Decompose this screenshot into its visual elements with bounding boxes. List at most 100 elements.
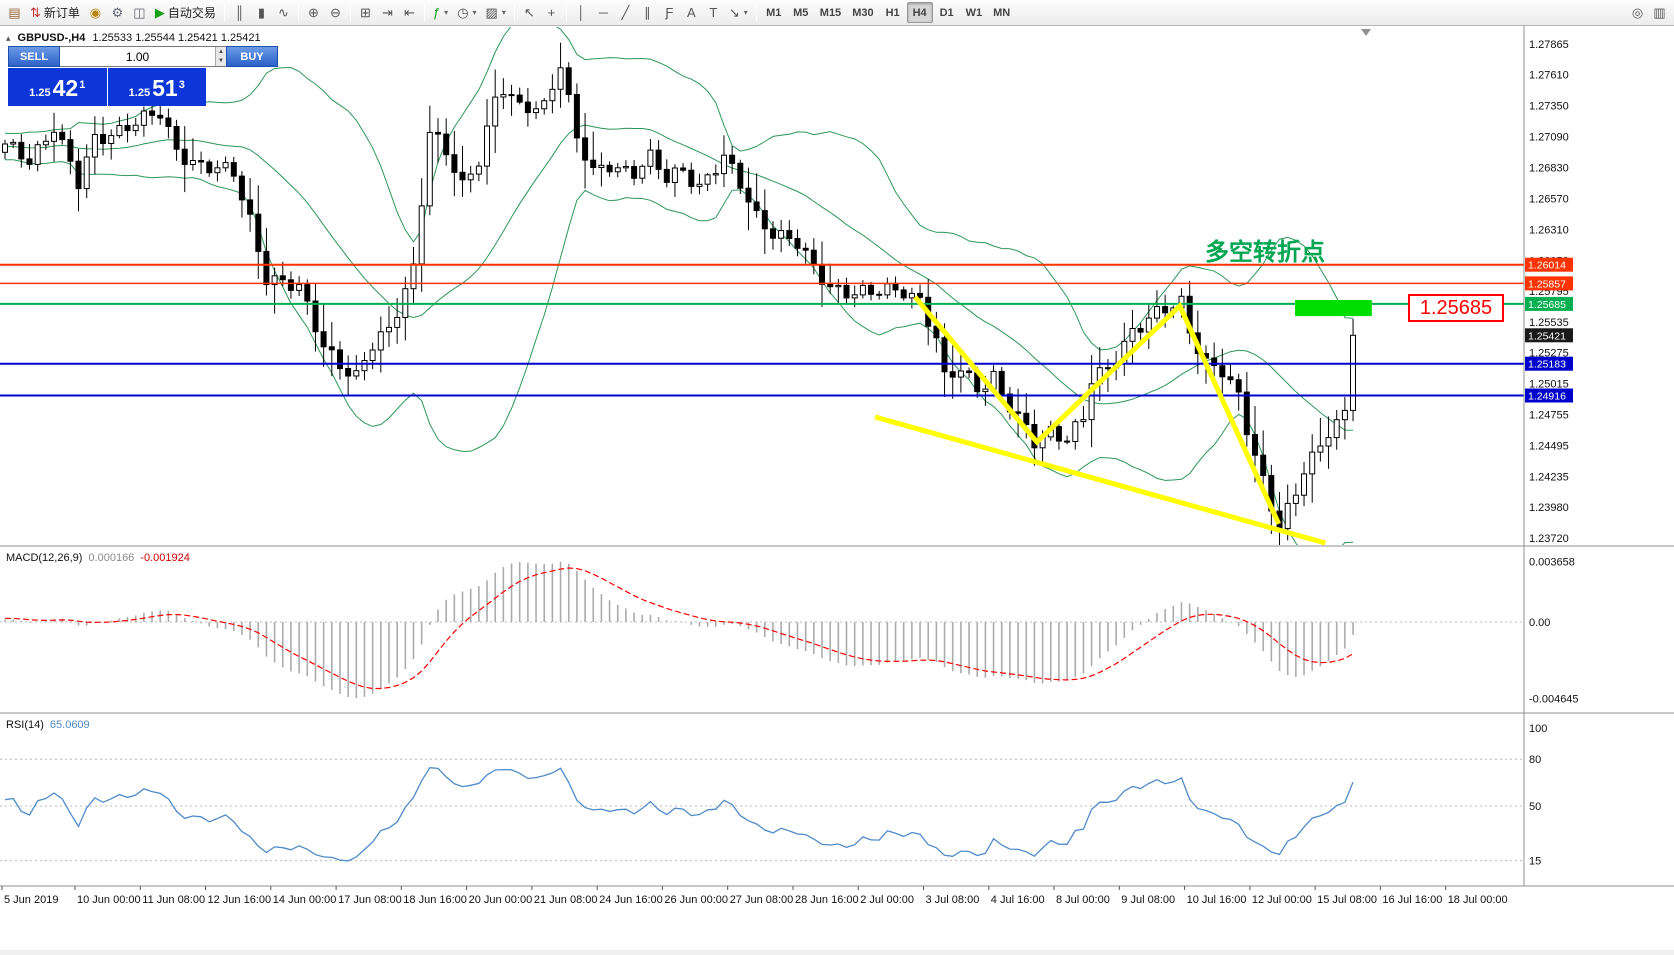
svg-text:18 Jul 00:00: 18 Jul 00:00	[1448, 894, 1508, 906]
text-icon[interactable]: A	[681, 2, 702, 23]
svg-text:1.26830: 1.26830	[1529, 163, 1569, 175]
label-icon[interactable]: T	[703, 2, 724, 23]
volume-field: ▲ ▼	[60, 46, 226, 67]
timeframe-w1[interactable]: W1	[965, 6, 983, 19]
svg-text:3 Jul 08:00: 3 Jul 08:00	[926, 894, 980, 906]
timeframe-h1[interactable]: H1	[885, 6, 900, 19]
target-icon[interactable]: ◎	[1627, 2, 1648, 23]
highlight-rectangle[interactable]	[1295, 300, 1372, 317]
volume-increase-button[interactable]: ▲	[216, 47, 226, 57]
sell-button[interactable]: SELL	[8, 46, 60, 67]
timeframe-d1[interactable]: D1	[939, 6, 954, 19]
line-chart-icon-glyph: ∿	[277, 5, 289, 20]
auto-scroll-icon-glyph: ⇥	[381, 5, 393, 20]
tile-windows-icon[interactable]: ⊞	[355, 2, 376, 23]
chart-shift-marker[interactable]	[1361, 29, 1371, 36]
equidistant-channel-icon[interactable]: ∥	[637, 2, 658, 23]
rsi-scale-100: 100	[1529, 723, 1547, 735]
equidistant-channel-icon-glyph: ∥	[644, 5, 651, 20]
autotrading-button-glyph: ▶	[154, 5, 165, 20]
svg-text:26 Jun 00:00: 26 Jun 00:00	[664, 894, 728, 906]
new-order-button[interactable]: ⇅ 新订单	[26, 2, 84, 23]
templates-icon-glyph: ▨	[485, 5, 498, 20]
timeframe-m15[interactable]: M15	[819, 6, 842, 19]
cursor-icon[interactable]: ↖	[519, 2, 540, 23]
svg-text:1.25015: 1.25015	[1529, 379, 1569, 391]
svg-text:1.24495: 1.24495	[1529, 441, 1569, 453]
templates-icon-caret: ▾	[501, 8, 506, 17]
svg-text:10 Jun 00:00: 10 Jun 00:00	[77, 894, 141, 906]
vertical-line-icon-glyph: │	[577, 5, 586, 20]
autotrading-button-label: 自动交易	[167, 6, 216, 20]
svg-text:15 Jul 08:00: 15 Jul 08:00	[1317, 894, 1377, 906]
target-icon-glyph: ◎	[1631, 5, 1644, 20]
vertical-line-icon[interactable]: │	[571, 2, 592, 23]
svg-text:1.27350: 1.27350	[1529, 101, 1569, 113]
svg-text:1.25685: 1.25685	[1528, 299, 1566, 311]
zoom-in-icon[interactable]: ⊕	[303, 2, 324, 23]
svg-text:28 Jun 16:00: 28 Jun 16:00	[795, 894, 859, 906]
timeframe-m30[interactable]: M30	[852, 6, 874, 19]
turning-point-annotation[interactable]: 多空转折点	[1205, 239, 1325, 266]
indicators-icon[interactable]: ƒ ▾	[429, 2, 452, 23]
navigator-icon[interactable]: ◫	[129, 2, 150, 23]
one-click-collapse-icon[interactable]: ▴	[6, 32, 11, 43]
autotrading-button[interactable]: ▶ 自动交易	[151, 2, 220, 23]
price-tag-1.25421: 1.25421	[1525, 328, 1573, 343]
svg-text:5 Jun 2019: 5 Jun 2019	[4, 894, 58, 906]
rsi-scale-15: 15	[1529, 856, 1541, 868]
indicators-icon-glyph: ƒ	[432, 5, 441, 20]
svg-text:20 Jun 00:00: 20 Jun 00:00	[469, 894, 533, 906]
navigator-icon-glyph: ◫	[133, 5, 146, 20]
svg-text:14 Jun 00:00: 14 Jun 00:00	[273, 894, 337, 906]
horizontal-line-icon[interactable]: ─	[593, 2, 614, 23]
text-icon-glyph: A	[687, 5, 696, 20]
price-callout-label[interactable]: 1.25685	[1408, 294, 1504, 322]
buy-price-display[interactable]: 1.25 51 3	[107, 68, 206, 106]
svg-text:1.24755: 1.24755	[1529, 410, 1569, 422]
timeframe-m1[interactable]: M1	[766, 6, 782, 19]
fibonacci-icon[interactable]: Ƒ	[659, 2, 680, 23]
tile-windows-icon-glyph: ⊞	[359, 5, 371, 20]
periods-icon-glyph: ◷	[457, 5, 469, 20]
toolbar-separator	[349, 4, 351, 21]
timeframe-h4[interactable]: H4	[906, 2, 933, 23]
svg-text:1.27090: 1.27090	[1529, 132, 1569, 144]
layout-icon[interactable]: ▥	[1649, 2, 1670, 23]
toolbar-separator	[755, 4, 757, 21]
bollinger-bands	[4, 27, 1354, 545]
trendline-zigzag[interactable]	[913, 295, 1281, 525]
templates-icon[interactable]: ▨ ▾	[482, 2, 510, 23]
arrows-icon[interactable]: ↘ ▾	[725, 2, 752, 23]
timeframe-m5[interactable]: M5	[793, 6, 809, 19]
chart-shift-icon[interactable]: ⇤	[399, 2, 420, 23]
volume-decrease-button[interactable]: ▼	[216, 56, 226, 66]
metaeditor-icon[interactable]: ◉	[85, 2, 106, 23]
volume-input[interactable]	[60, 47, 215, 66]
trendline-icon[interactable]: ╱	[615, 2, 636, 23]
svg-text:1.26570: 1.26570	[1529, 194, 1569, 206]
bollinger-upper	[4, 27, 1354, 351]
periods-icon-caret: ▾	[472, 8, 477, 17]
price-tag-1.24916: 1.24916	[1525, 388, 1573, 403]
indicators-icon-caret: ▾	[444, 8, 449, 17]
svg-text:1.25421: 1.25421	[1528, 330, 1566, 342]
candlestick-chart-icon[interactable]: ▮	[251, 2, 272, 23]
crosshair-icon[interactable]: +	[541, 2, 562, 23]
bar-chart-icon[interactable]: ║	[229, 2, 250, 23]
sell-price-display[interactable]: 1.25 42 1	[8, 68, 107, 106]
trendline-support[interactable]	[874, 414, 1326, 546]
zoom-out-icon[interactable]: ⊖	[325, 2, 346, 23]
auto-scroll-icon[interactable]: ⇥	[377, 2, 398, 23]
buy-button[interactable]: BUY	[226, 46, 278, 67]
periods-icon[interactable]: ◷ ▾	[453, 2, 480, 23]
label-icon-glyph: T	[709, 5, 718, 20]
line-chart-icon[interactable]: ∿	[273, 2, 294, 23]
chart-canvas[interactable]: 1.27865 1.27610 1.27350 1.27090 1.26830 1.265…	[0, 26, 1674, 950]
price-tag-1.25183: 1.25183	[1525, 356, 1573, 371]
settings-icon[interactable]: ⚙	[107, 2, 128, 23]
svg-text:1.27610: 1.27610	[1529, 70, 1569, 82]
trendline-icon-glyph: ╱	[621, 5, 630, 20]
new-chart-icon[interactable]: ▤	[4, 2, 25, 23]
timeframe-mn[interactable]: MN	[993, 6, 1011, 19]
